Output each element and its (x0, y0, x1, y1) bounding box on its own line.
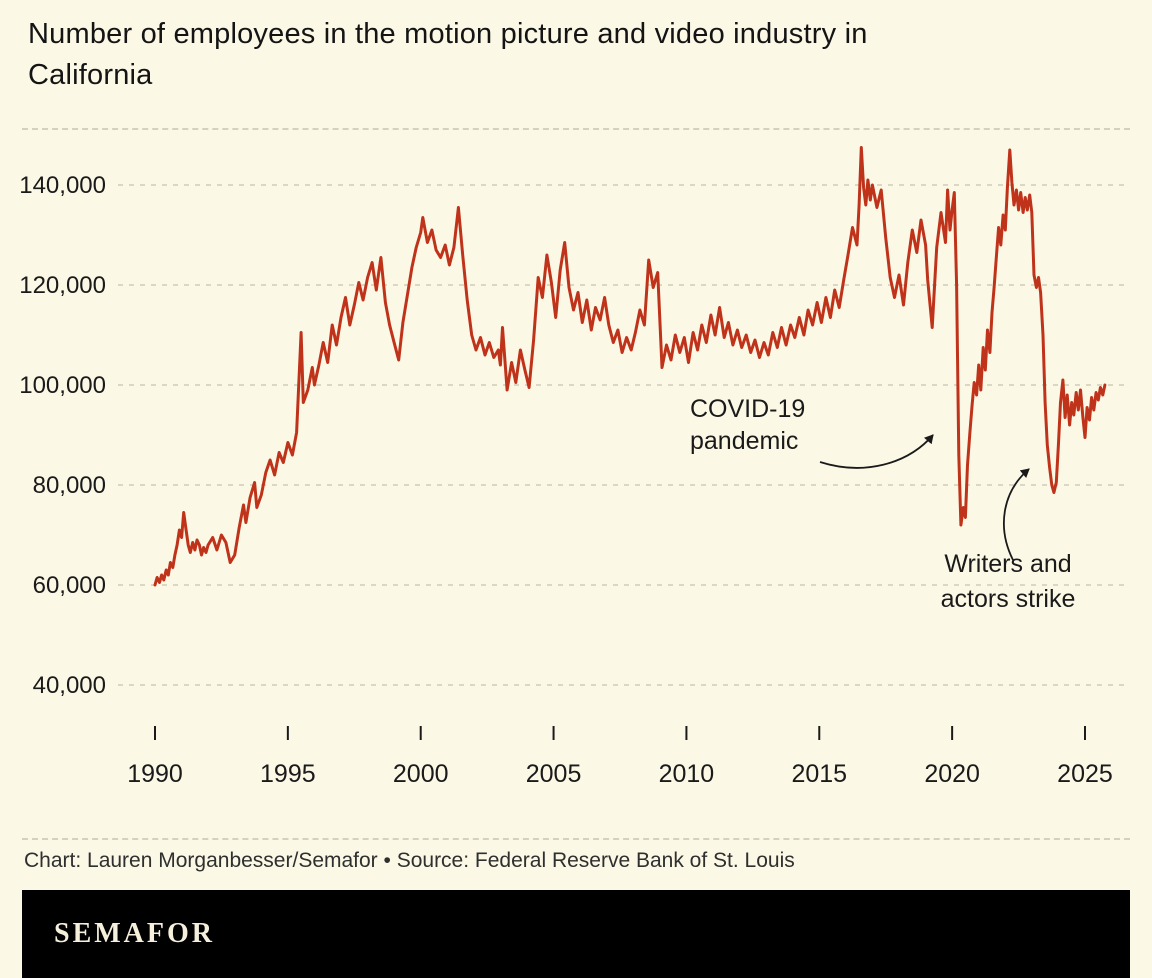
bottom-divider (22, 838, 1130, 840)
top-divider (22, 128, 1130, 130)
y-axis-label: 40,000 (33, 672, 106, 699)
strike-annotation-label: Writers and (944, 550, 1071, 578)
y-axis-label: 120,000 (19, 272, 106, 299)
x-axis-label: 2000 (393, 760, 449, 788)
covid-annotation-label: pandemic (690, 427, 798, 455)
x-axis-label: 2020 (924, 760, 980, 788)
strike-annotation-arrow (1003, 468, 1030, 561)
x-axis-label: 1990 (127, 760, 183, 788)
covid-annotation-arrow (819, 434, 934, 469)
y-axis-label: 80,000 (33, 472, 106, 499)
covid-annotation-label: COVID-19 (690, 395, 805, 423)
x-axis-label: 2010 (659, 760, 715, 788)
x-axis-label: 2025 (1057, 760, 1113, 788)
y-axis-label: 140,000 (19, 172, 106, 199)
x-axis-label: 1995 (260, 760, 316, 788)
x-axis-label: 2015 (791, 760, 847, 788)
employees-series-line (153, 146, 1107, 587)
logo-bar: SEMAFOR (22, 890, 1130, 978)
y-axis-label: 100,000 (19, 372, 106, 399)
chart-title: Number of employees in the motion pictur… (28, 18, 868, 91)
y-axis-label: 60,000 (33, 572, 106, 599)
strike-annotation-label: actors strike (941, 585, 1076, 613)
semafor-logo: SEMAFOR (54, 918, 215, 949)
x-axis-label: 2005 (526, 760, 582, 788)
employees-line-chart: 40,000 60,000 80,000 100,000 120,000 140,000 1… (19, 146, 1130, 788)
credit-line: Chart: Lauren Morganbesser/Semafor • Sou… (24, 849, 795, 872)
